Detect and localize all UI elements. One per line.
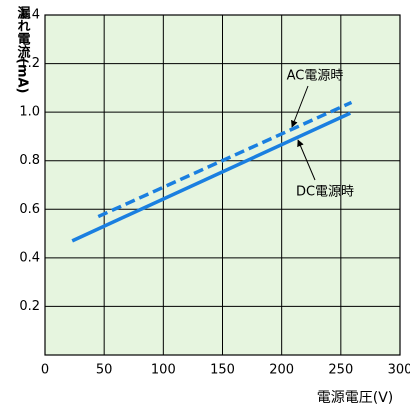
y-tick-label: 1.2: [19, 56, 40, 71]
x-tick-label: 0: [41, 363, 49, 378]
arrow: [297, 139, 316, 181]
annotation: AC電源時: [287, 69, 344, 84]
x-tick-label: 250: [328, 363, 353, 378]
x-tick-label: 150: [210, 363, 235, 378]
y-tick-label: 0.8: [19, 153, 40, 168]
plot-frame: [44, 14, 401, 356]
x-axis-label: 電源電圧(V): [317, 390, 394, 406]
y-axis-label: 漏れ電流(mA): [15, 5, 31, 93]
arrow: [291, 85, 309, 128]
x-tick-label: 50: [96, 363, 113, 378]
series-line: [97, 100, 353, 219]
y-tick-label: 0.2: [19, 299, 40, 314]
y-tick-label: 0.4: [19, 250, 40, 265]
x-tick-label: 300: [388, 363, 410, 378]
x-tick-label: 100: [151, 363, 176, 378]
y-tick-label: 1.0: [19, 105, 40, 120]
annotation: DC電源時: [296, 185, 354, 200]
y-tick-label: 0.6: [19, 202, 40, 217]
series-line: [71, 111, 352, 243]
x-tick-label: 200: [269, 363, 294, 378]
y-tick-label: 1.4: [19, 8, 40, 23]
